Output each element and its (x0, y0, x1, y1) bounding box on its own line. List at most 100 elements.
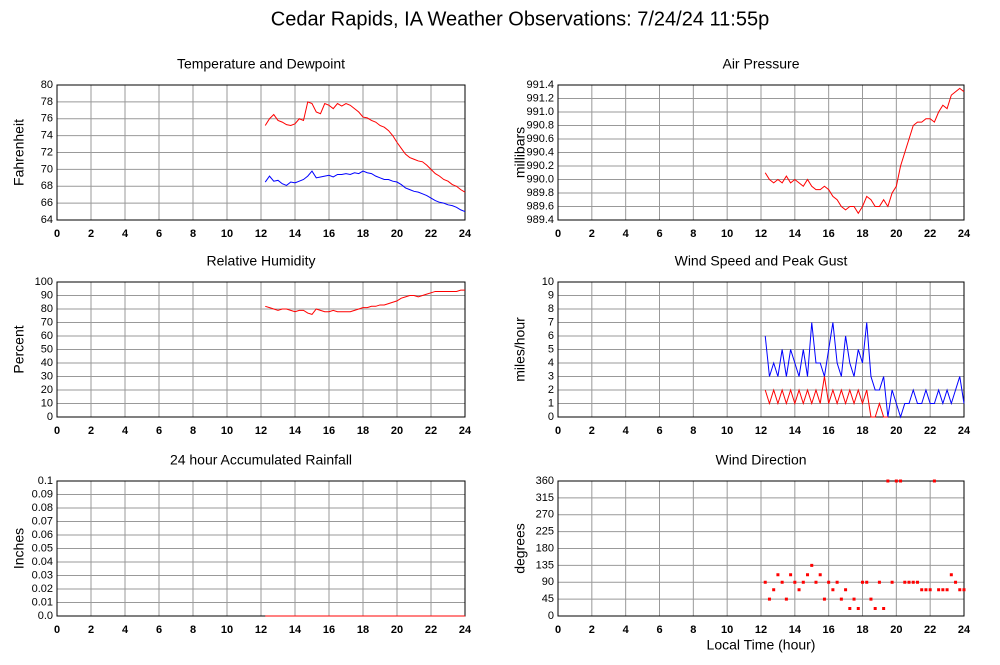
data-point (861, 580, 864, 584)
y-tick-label: 74 (41, 130, 53, 142)
data-point (852, 597, 856, 601)
x-axis-label: Local Time (hour) (707, 637, 816, 653)
data-point (915, 580, 919, 584)
data-point (932, 479, 936, 483)
x-tick-label: 18 (856, 624, 868, 636)
data-point (865, 580, 869, 584)
x-tick-label: 24 (958, 624, 971, 636)
data-point (877, 580, 881, 584)
x-tick-label: 10 (221, 228, 233, 240)
y-tick-label: 989.6 (526, 200, 554, 212)
y-tick-label: 90 (41, 289, 53, 301)
data-line (764, 376, 888, 418)
data-point (890, 580, 894, 584)
x-tick-label: 4 (122, 425, 129, 437)
y-tick-label: 45 (542, 593, 554, 605)
y-tick-label: 990.6 (526, 133, 554, 145)
y-tick-label: 0.01 (32, 596, 53, 608)
y-tick-label: 70 (41, 316, 53, 328)
data-point (911, 580, 915, 584)
x-tick-label: 18 (856, 425, 868, 437)
x-tick-label: 2 (88, 624, 94, 636)
plot-frame (56, 480, 466, 617)
data-point (873, 607, 877, 610)
data-point (806, 573, 810, 577)
x-tick-label: 0 (54, 425, 60, 437)
data-point (924, 588, 928, 592)
data-point (822, 597, 826, 601)
y-tick-label: 2 (548, 384, 554, 396)
x-tick-label: 14 (789, 624, 802, 636)
x-tick-label: 0 (555, 228, 561, 240)
y-tick-label: 991.4 (526, 79, 554, 91)
data-point (776, 573, 780, 577)
data-point (814, 580, 818, 584)
x-tick-label: 18 (357, 624, 369, 636)
chart-title: Temperature and Dewpoint (177, 56, 345, 72)
y-tick-label: 990.2 (526, 160, 554, 172)
data-point (835, 580, 839, 584)
y-tick-label: 0.04 (32, 556, 53, 568)
x-tick-label: 22 (425, 228, 437, 240)
data-point (869, 597, 873, 601)
x-tick-label: 6 (656, 624, 662, 636)
y-tick-label: 100 (35, 276, 53, 288)
x-tick-label: 2 (589, 624, 595, 636)
y-axis-label: Fahrenheit (11, 119, 27, 186)
data-point (882, 607, 886, 610)
x-tick-label: 22 (425, 624, 437, 636)
y-tick-label: 5 (548, 343, 554, 355)
x-tick-label: 8 (190, 624, 196, 636)
plot-frame (557, 480, 965, 617)
y-tick-label: 76 (41, 113, 53, 125)
y-tick-label: 225 (536, 526, 554, 538)
y-tick-label: 990.0 (526, 173, 554, 185)
x-tick-label: 24 (459, 425, 472, 437)
y-tick-label: 360 (536, 475, 554, 487)
y-tick-label: 990.8 (526, 119, 554, 131)
x-tick-label: 0 (54, 624, 60, 636)
x-tick-label: 16 (823, 624, 835, 636)
x-tick-label: 24 (958, 425, 971, 437)
data-line (764, 87, 965, 215)
x-tick-label: 4 (623, 624, 630, 636)
data-point (780, 580, 784, 584)
x-tick-label: 0 (555, 624, 561, 636)
x-tick-label: 14 (289, 228, 302, 240)
y-axis-label: degrees (512, 523, 528, 574)
y-tick-label: 80 (41, 303, 53, 315)
x-tick-label: 14 (789, 425, 802, 437)
x-tick-label: 8 (190, 425, 196, 437)
x-tick-label: 20 (391, 425, 403, 437)
x-tick-label: 4 (122, 624, 129, 636)
data-point (772, 588, 776, 592)
x-tick-label: 12 (255, 624, 267, 636)
y-tick-label: 1 (548, 397, 554, 409)
x-tick-label: 2 (88, 228, 94, 240)
x-tick-label: 2 (589, 228, 595, 240)
data-point (848, 607, 852, 610)
y-axis-label: millibars (512, 127, 528, 178)
y-axis-label: Percent (11, 325, 27, 373)
data-point (920, 588, 924, 592)
x-tick-label: 0 (555, 425, 561, 437)
x-tick-label: 12 (255, 228, 267, 240)
data-point (818, 573, 822, 577)
y-tick-label: 3 (548, 370, 554, 382)
x-tick-label: 10 (721, 228, 733, 240)
y-tick-label: 315 (536, 492, 554, 504)
y-tick-label: 0.0 (38, 610, 53, 622)
x-tick-label: 6 (156, 425, 162, 437)
x-tick-label: 6 (156, 228, 162, 240)
x-tick-label: 8 (690, 228, 696, 240)
x-tick-label: 12 (755, 624, 767, 636)
y-tick-label: 30 (41, 370, 53, 382)
data-point (793, 580, 797, 584)
x-tick-label: 14 (789, 228, 802, 240)
data-point (810, 563, 814, 567)
data-point (945, 588, 949, 592)
data-point (928, 588, 932, 592)
x-tick-label: 22 (924, 624, 936, 636)
x-tick-label: 20 (890, 624, 902, 636)
y-tick-label: 0 (47, 411, 53, 423)
